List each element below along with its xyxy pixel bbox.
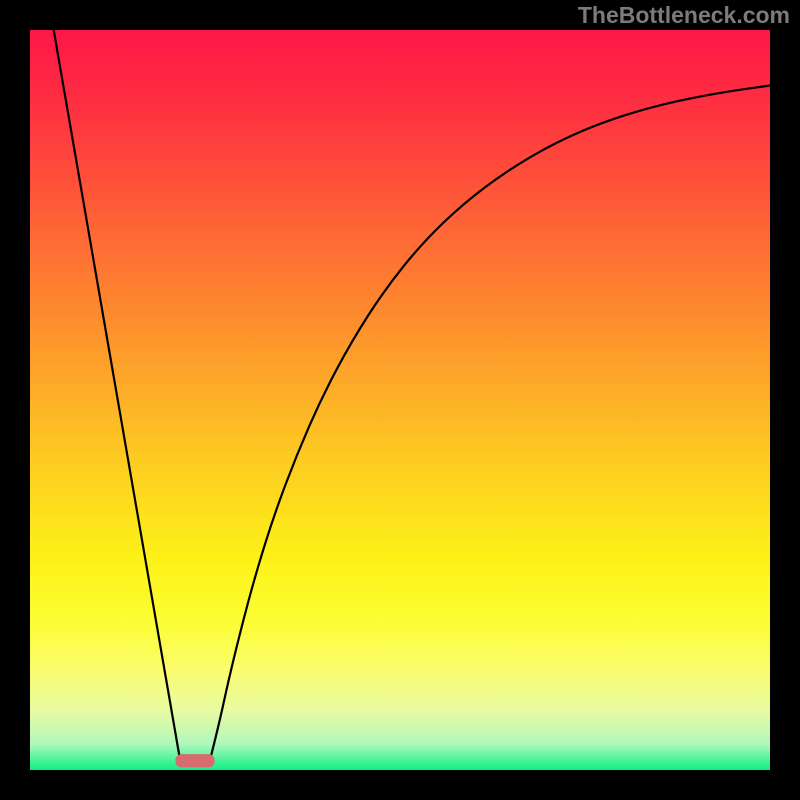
plot-svg [30,30,770,770]
border-bottom [0,770,800,800]
border-right [770,0,800,800]
border-left [0,0,30,800]
minimum-marker [175,754,214,767]
watermark-text: TheBottleneck.com [578,2,790,29]
chart-frame: TheBottleneck.com [0,0,800,800]
gradient-background [30,30,770,770]
plot-area [30,30,770,770]
